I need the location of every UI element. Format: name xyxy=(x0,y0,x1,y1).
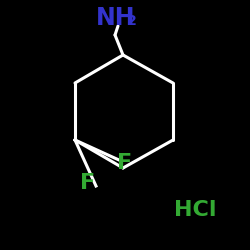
Text: F: F xyxy=(80,173,96,193)
Text: F: F xyxy=(118,153,132,173)
Text: HCl: HCl xyxy=(174,200,216,220)
Text: NH: NH xyxy=(96,6,136,30)
Text: 2: 2 xyxy=(127,14,137,28)
